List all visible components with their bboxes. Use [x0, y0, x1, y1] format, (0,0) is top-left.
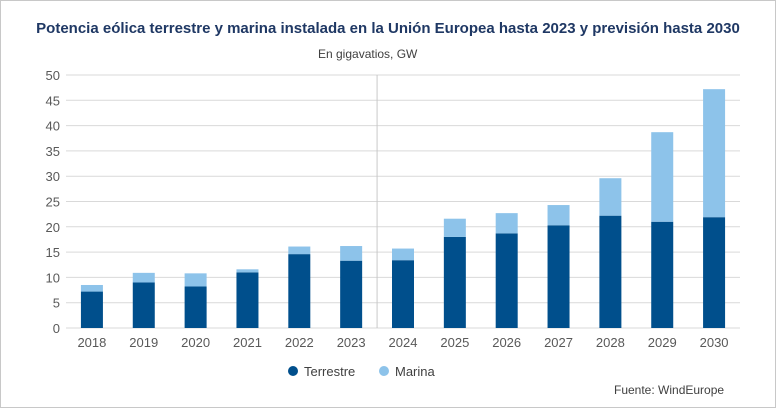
bar-terrestre	[599, 215, 622, 328]
y-tick-label: 35	[46, 144, 60, 159]
bar-terrestre	[236, 272, 259, 328]
x-tick-label: 2028	[596, 335, 625, 350]
bar-terrestre	[392, 260, 414, 328]
bar-marina	[703, 89, 726, 218]
y-tick-label: 50	[46, 68, 60, 83]
chart-source: Fuente: WindEurope	[614, 383, 725, 397]
bar-terrestre	[184, 286, 207, 328]
bar-terrestre	[547, 225, 570, 328]
x-tick-label: 2030	[700, 335, 729, 350]
x-tick-label: 2027	[544, 335, 573, 350]
bar-marina	[340, 246, 363, 261]
bar-terrestre	[495, 233, 518, 328]
bars	[80, 89, 726, 328]
bar-marina	[236, 269, 259, 273]
x-tick-label: 2019	[129, 335, 158, 350]
bar-marina	[547, 205, 570, 226]
x-tick-label: 2021	[233, 335, 262, 350]
bar-terrestre	[703, 217, 726, 328]
bar-marina	[184, 273, 207, 287]
y-axis-ticks: 0 5 10 15 20 25 30 35 40 45 50	[46, 68, 60, 336]
x-axis-ticks: 2018 2019 2020 2021 2022 2023 2024 2025 2026 2027…	[77, 335, 728, 350]
chart-subtitle: En gigavatios, GW	[318, 47, 418, 61]
x-tick-label: 2025	[440, 335, 469, 350]
y-tick-label: 0	[53, 321, 60, 336]
bar-marina	[132, 272, 155, 283]
y-tick-label: 30	[46, 169, 60, 184]
y-tick-label: 10	[46, 270, 60, 285]
bar-marina	[443, 218, 466, 237]
bar-marina	[392, 248, 414, 261]
chart-title: Potencia eólica terrestre y marina insta…	[36, 20, 740, 37]
bar-terrestre	[288, 254, 311, 328]
y-tick-label: 15	[46, 245, 60, 260]
bar-marina	[80, 284, 103, 292]
y-tick-label: 25	[46, 195, 60, 210]
y-tick-label: 40	[46, 119, 60, 134]
bar-marina	[288, 246, 311, 255]
y-tick-label: 45	[46, 93, 60, 108]
y-tick-label: 20	[46, 220, 60, 235]
bar-marina	[651, 132, 674, 222]
bar-marina	[495, 213, 518, 234]
x-tick-label: 2022	[285, 335, 314, 350]
x-tick-label: 2018	[77, 335, 106, 350]
x-tick-label: 2026	[492, 335, 521, 350]
bar-terrestre	[132, 282, 155, 328]
bar-terrestre	[340, 260, 363, 328]
x-tick-label: 2024	[389, 335, 418, 350]
legend-marker	[288, 366, 298, 376]
bar-marina	[599, 178, 622, 216]
x-tick-label: 2029	[648, 335, 677, 350]
bar-terrestre	[651, 221, 674, 328]
legend-label: Marina	[395, 364, 436, 379]
bar-terrestre	[80, 291, 103, 328]
x-tick-label: 2023	[337, 335, 366, 350]
y-tick-label: 5	[53, 296, 60, 311]
legend-label: Terrestre	[304, 364, 355, 379]
x-tick-label: 2020	[181, 335, 210, 350]
bar-terrestre	[443, 236, 466, 328]
legend-marker	[379, 366, 389, 376]
legend: Terrestre Marina	[288, 364, 436, 379]
